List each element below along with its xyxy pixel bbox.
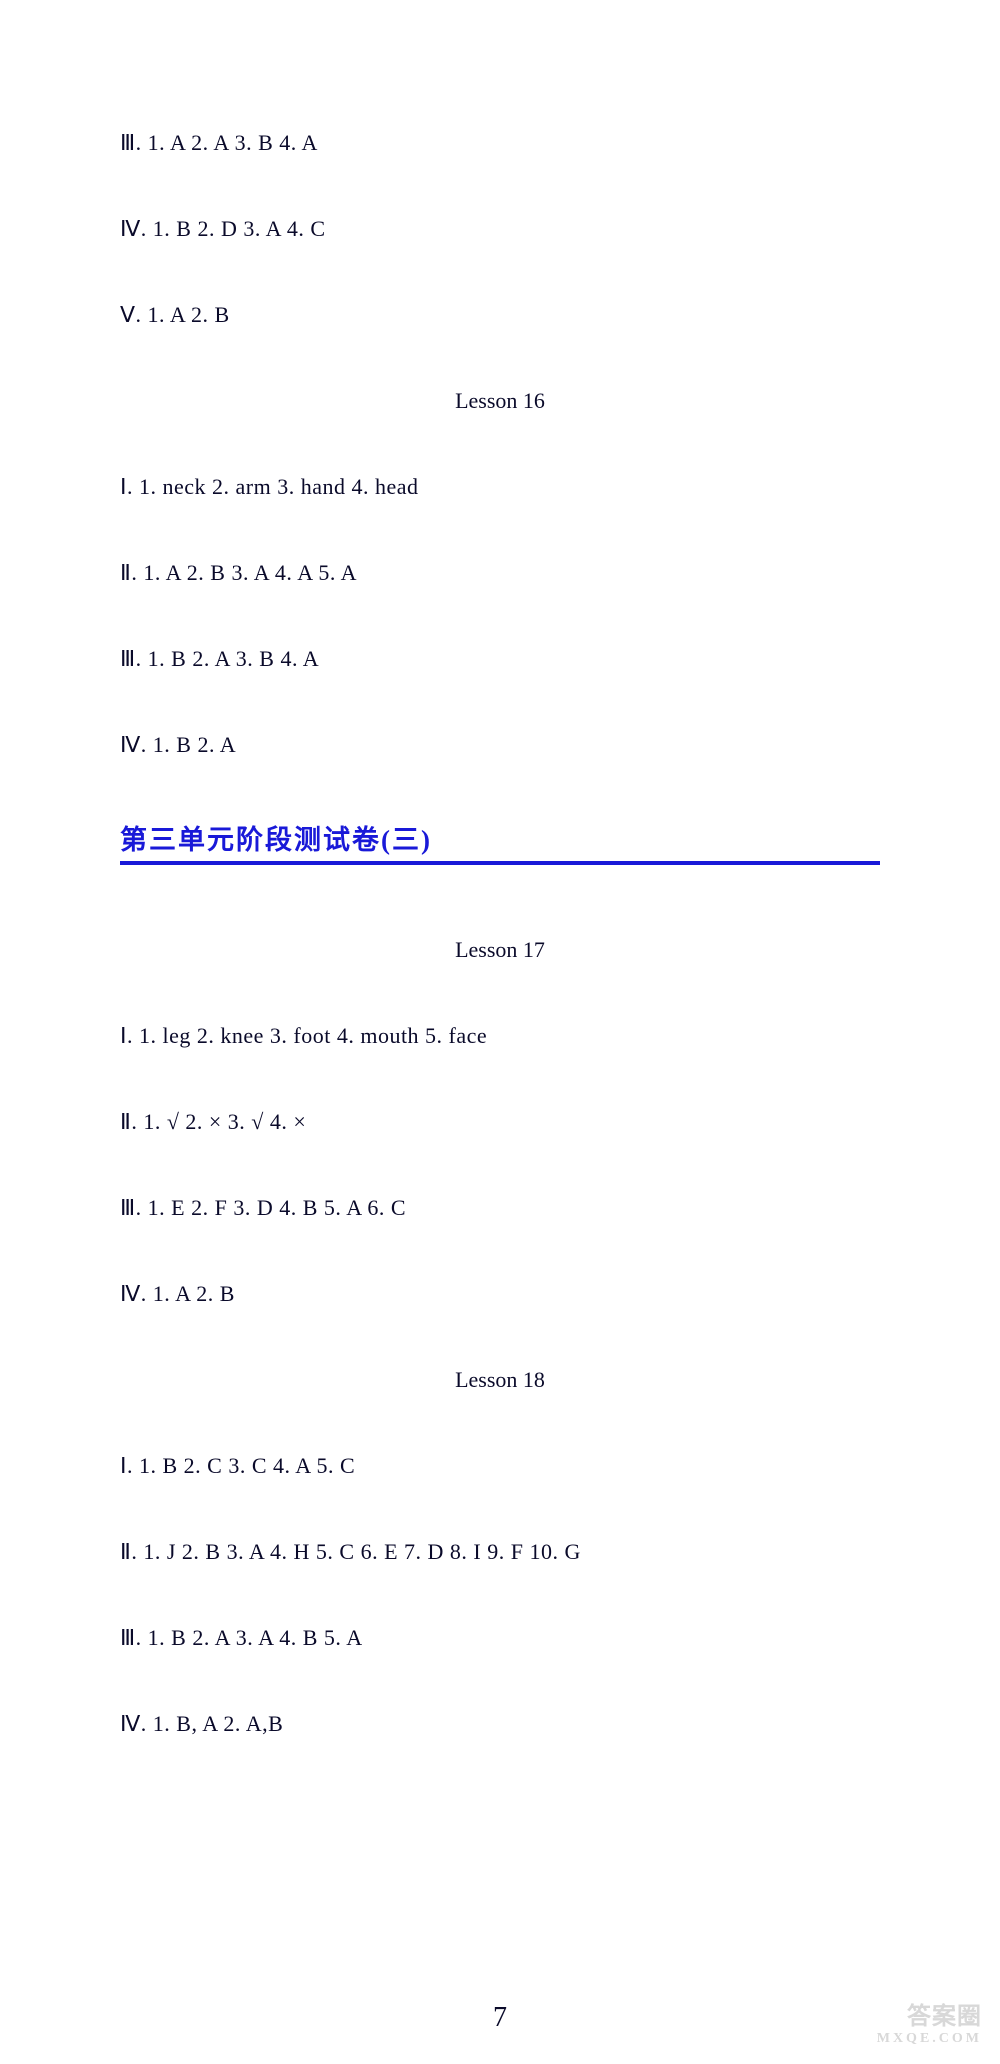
answer-line-i-3: Ⅰ. 1. leg 2. knee 3. foot 4. mouth 5. fa… <box>120 1023 880 1049</box>
answer-line-ii-3: Ⅱ. 1. √ 2. × 3. √ 4. × <box>120 1109 880 1135</box>
answer-line-iii-2: Ⅲ. 1. B 2. A 3. B 4. A <box>120 646 880 672</box>
section-title-unit-3[interactable]: 第三单元阶段测试卷(三) <box>120 818 880 865</box>
answer-line-iii-1: Ⅲ. 1. A 2. A 3. B 4. A <box>120 130 880 156</box>
page-number: 7 <box>493 2002 507 2034</box>
watermark: 答案圈 MXQE.COM <box>877 2004 982 2046</box>
watermark-main: 答案圈 <box>877 2004 982 2030</box>
answer-line-ii-2: Ⅱ. 1. A 2. B 3. A 4. A 5. A <box>120 560 880 586</box>
answer-line-i-4: Ⅰ. 1. B 2. C 3. C 4. A 5. C <box>120 1453 880 1479</box>
answer-line-iii-3: Ⅲ. 1. E 2. F 3. D 4. B 5. A 6. C <box>120 1195 880 1221</box>
lesson-17-title: Lesson 17 <box>120 937 880 963</box>
watermark-sub: MXQE.COM <box>877 2031 982 2046</box>
answer-line-iv-2: Ⅳ. 1. B 2. A <box>120 732 880 758</box>
lesson-16-title: Lesson 16 <box>120 388 880 414</box>
answer-line-iv-3: Ⅳ. 1. A 2. B <box>120 1281 880 1307</box>
answer-line-iii-4: Ⅲ. 1. B 2. A 3. A 4. B 5. A <box>120 1625 880 1651</box>
answer-line-i-2: Ⅰ. 1. neck 2. arm 3. hand 4. head <box>120 474 880 500</box>
answer-line-iv-1: Ⅳ. 1. B 2. D 3. A 4. C <box>120 216 880 242</box>
lesson-18-title: Lesson 18 <box>120 1367 880 1393</box>
answer-line-iv-4: Ⅳ. 1. B, A 2. A,B <box>120 1711 880 1737</box>
answer-line-ii-4: Ⅱ. 1. J 2. B 3. A 4. H 5. C 6. E 7. D 8.… <box>120 1539 880 1565</box>
answer-line-v-1: Ⅴ. 1. A 2. B <box>120 302 880 328</box>
